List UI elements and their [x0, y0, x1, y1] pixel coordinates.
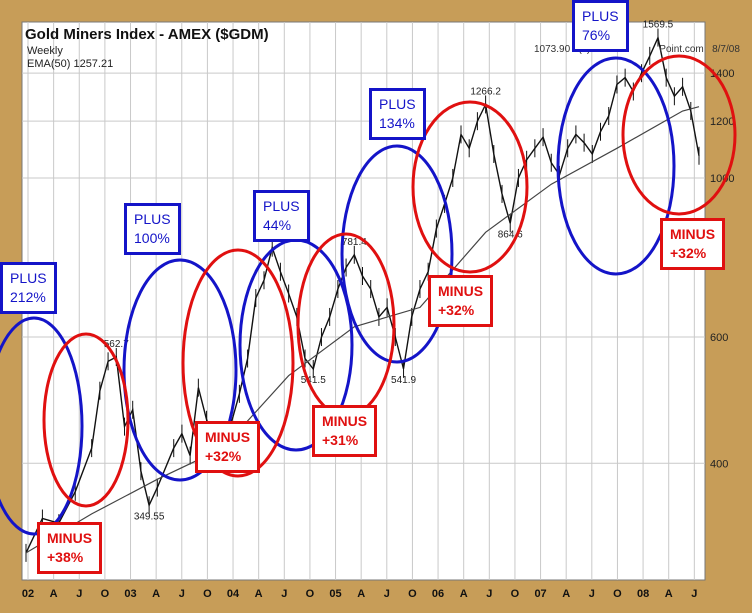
x-tick-label: O: [613, 588, 622, 600]
x-tick-label: A: [357, 588, 365, 600]
price-line: [25, 35, 700, 554]
x-tick-label: J: [486, 588, 492, 600]
minus-label-3: MINUS +31%: [312, 405, 378, 457]
ema-label: EMA(50) 1257.21: [27, 58, 114, 70]
x-tick-label: A: [562, 588, 570, 600]
value-label: 541.9: [391, 375, 416, 386]
x-tick-label: J: [691, 588, 697, 600]
x-tick-label: A: [665, 588, 673, 600]
x-tick-label: A: [50, 588, 58, 600]
x-tick-label: 08: [637, 588, 649, 600]
x-tick-label: O: [511, 588, 520, 600]
plus-label-5: PLUS 76%: [572, 0, 629, 52]
x-tick-label: 05: [329, 588, 341, 600]
plus-label-3: PLUS 44%: [253, 190, 310, 242]
minus-label-4: MINUS +32%: [428, 275, 494, 327]
x-tick-label: J: [179, 588, 185, 600]
value-label: 562.7: [104, 339, 129, 350]
value-label: 541.5: [301, 375, 326, 386]
x-tick-label: 06: [432, 588, 444, 600]
minus-ellipse: [411, 100, 529, 274]
plus-label-2: PLUS 100%: [124, 203, 181, 255]
x-tick-label: 02: [22, 588, 34, 600]
plus-ellipse: [122, 258, 238, 482]
minus-label-2: MINUS +32%: [195, 421, 261, 473]
plus-label-1: PLUS 212%: [0, 262, 57, 314]
x-tick-label: J: [281, 588, 287, 600]
minus-ellipse: [42, 332, 130, 508]
value-label: 1569.5: [643, 20, 674, 31]
y-tick-label: 400: [710, 458, 728, 470]
minus-label-1: MINUS +38%: [37, 522, 103, 574]
header-info: 1073.90 (c) 2 Point.com 8/7/08: [534, 44, 740, 55]
minus-ellipse: [621, 54, 737, 216]
minus-label-5: MINUS +32%: [660, 218, 726, 270]
y-tick-label: 1200: [710, 116, 734, 128]
x-tick-label: O: [306, 588, 315, 600]
value-label: 864.6: [498, 229, 523, 240]
x-tick-label: A: [152, 588, 160, 600]
plus-label-4: PLUS 134%: [369, 88, 426, 140]
value-label: 781.4: [342, 237, 367, 248]
plus-ellipse: [340, 144, 454, 364]
x-tick-label: A: [460, 588, 468, 600]
period-label: Weekly: [27, 45, 63, 57]
x-tick-label: J: [76, 588, 82, 600]
x-tick-label: 07: [534, 588, 546, 600]
value-label: 349.55: [134, 511, 165, 522]
x-tick-label: 04: [227, 588, 240, 600]
x-tick-label: O: [203, 588, 212, 600]
y-tick-label: 600: [710, 332, 728, 344]
x-tick-label: 03: [124, 588, 136, 600]
plus-ellipse: [0, 316, 84, 536]
ema-line: [25, 106, 700, 554]
minus-ellipse: [181, 248, 295, 478]
x-tick-label: A: [255, 588, 263, 600]
x-tick-label: O: [408, 588, 417, 600]
chart-title: Gold Miners Index - AMEX ($GDM): [25, 26, 269, 43]
header-right-value: 1073.90: [534, 44, 571, 55]
value-label: 1266.2: [470, 86, 501, 97]
x-tick-label: J: [384, 588, 390, 600]
date-text: 8/7/08: [712, 44, 740, 55]
x-tick-label: O: [101, 588, 110, 600]
plus-ellipse: [556, 56, 676, 276]
site-text: Point.com: [659, 44, 704, 55]
x-tick-label: J: [589, 588, 595, 600]
